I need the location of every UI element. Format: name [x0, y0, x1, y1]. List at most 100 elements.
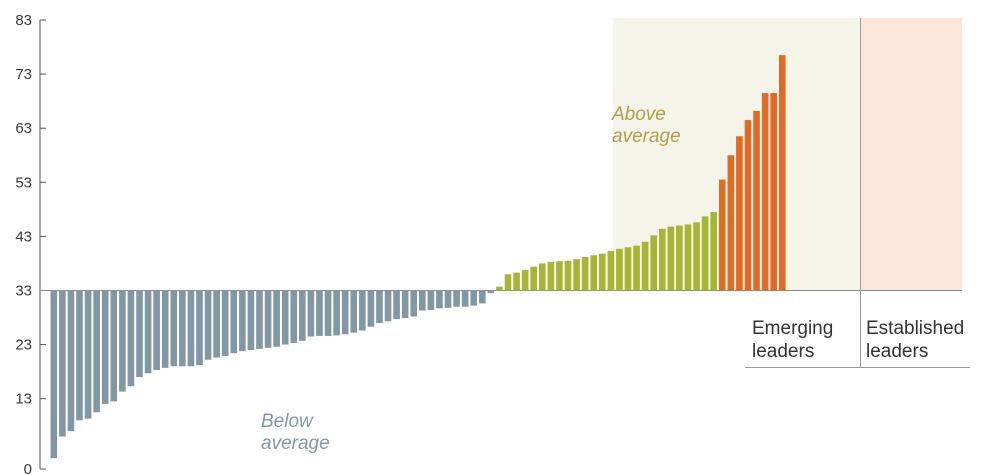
bar	[333, 290, 340, 336]
bar	[221, 290, 229, 356]
bar	[247, 290, 255, 350]
y-tick-label: 73	[15, 66, 32, 83]
bar	[350, 290, 358, 333]
bar	[76, 290, 83, 421]
bar	[264, 290, 272, 348]
bar	[101, 290, 109, 405]
bar	[239, 290, 246, 352]
below-average-label-line1: Below	[261, 411, 314, 432]
bar	[470, 290, 478, 306]
above-average-label-line1: Above	[611, 104, 666, 125]
bar	[504, 274, 512, 291]
above-average-label-line2: average	[612, 126, 681, 147]
bar	[770, 93, 777, 291]
bar	[50, 290, 58, 459]
bar	[693, 222, 700, 291]
bar	[684, 224, 692, 291]
emerging-label-line1: Emerging	[752, 318, 834, 339]
y-tick-label: 33	[15, 282, 32, 299]
bar	[367, 290, 375, 327]
bar	[230, 290, 238, 354]
bar	[633, 245, 640, 291]
bar	[136, 290, 143, 378]
y-tick-label: 0	[24, 461, 32, 475]
bars	[50, 55, 786, 459]
bar	[213, 290, 220, 358]
bar	[598, 253, 606, 291]
y-tick-label: 63	[15, 120, 32, 137]
bar	[170, 290, 178, 367]
bar	[127, 290, 135, 387]
bar	[307, 290, 315, 337]
bar	[607, 250, 615, 291]
bar	[761, 93, 769, 291]
established-leaders-label: Established leaders	[866, 317, 964, 363]
bar	[453, 290, 460, 307]
bar	[281, 290, 289, 345]
bar	[436, 290, 443, 309]
bar	[487, 290, 495, 294]
established-label-line1: Established	[866, 318, 965, 339]
bar	[256, 290, 263, 349]
emerging-leaders-label: Emerging leaders	[752, 317, 833, 363]
bar	[341, 290, 349, 335]
bar	[530, 266, 538, 291]
bar	[667, 226, 675, 291]
bar	[110, 290, 118, 402]
bar	[393, 290, 400, 320]
bar	[410, 290, 418, 317]
bar	[384, 290, 392, 322]
bar	[710, 212, 717, 291]
y-tick-label: 43	[15, 228, 32, 245]
y-tick-label: 13	[15, 391, 32, 408]
bar	[299, 290, 306, 341]
bar	[444, 290, 452, 308]
bar	[521, 269, 529, 291]
bar	[650, 235, 657, 291]
y-tick-label: 23	[15, 337, 32, 354]
bar	[196, 290, 203, 366]
group-divider	[860, 18, 861, 368]
bar	[564, 260, 572, 291]
bar	[84, 290, 92, 419]
bar	[624, 247, 632, 291]
bar	[538, 263, 546, 291]
bar	[204, 290, 212, 360]
bar	[401, 290, 409, 319]
established-label-line2: leaders	[866, 341, 929, 362]
bar	[376, 290, 383, 323]
y-tick-label: 83	[15, 12, 32, 29]
below-average-label-line2: average	[261, 433, 330, 454]
bar	[556, 261, 563, 291]
bar	[658, 228, 666, 291]
bar	[736, 136, 743, 291]
bar	[419, 290, 426, 311]
bar	[590, 255, 598, 291]
bar	[573, 259, 580, 291]
established-leaders-band	[860, 18, 962, 291]
bar	[290, 290, 298, 343]
bar	[273, 290, 280, 347]
bar	[676, 225, 683, 291]
bar	[93, 290, 100, 413]
emerging-label-line2: leaders	[752, 341, 815, 362]
bar	[144, 290, 152, 374]
bar	[427, 290, 435, 310]
bar	[187, 290, 195, 367]
bar	[153, 290, 160, 371]
group-label-rule	[745, 367, 970, 368]
bar	[513, 272, 520, 291]
bar	[479, 290, 486, 304]
bar	[753, 110, 760, 291]
bar	[67, 290, 75, 432]
bar	[119, 290, 126, 392]
bar	[744, 120, 752, 291]
bar	[179, 290, 186, 367]
bar	[581, 256, 589, 291]
bar	[496, 286, 503, 291]
bar	[701, 216, 709, 291]
bar	[547, 261, 555, 291]
bar	[616, 248, 623, 291]
